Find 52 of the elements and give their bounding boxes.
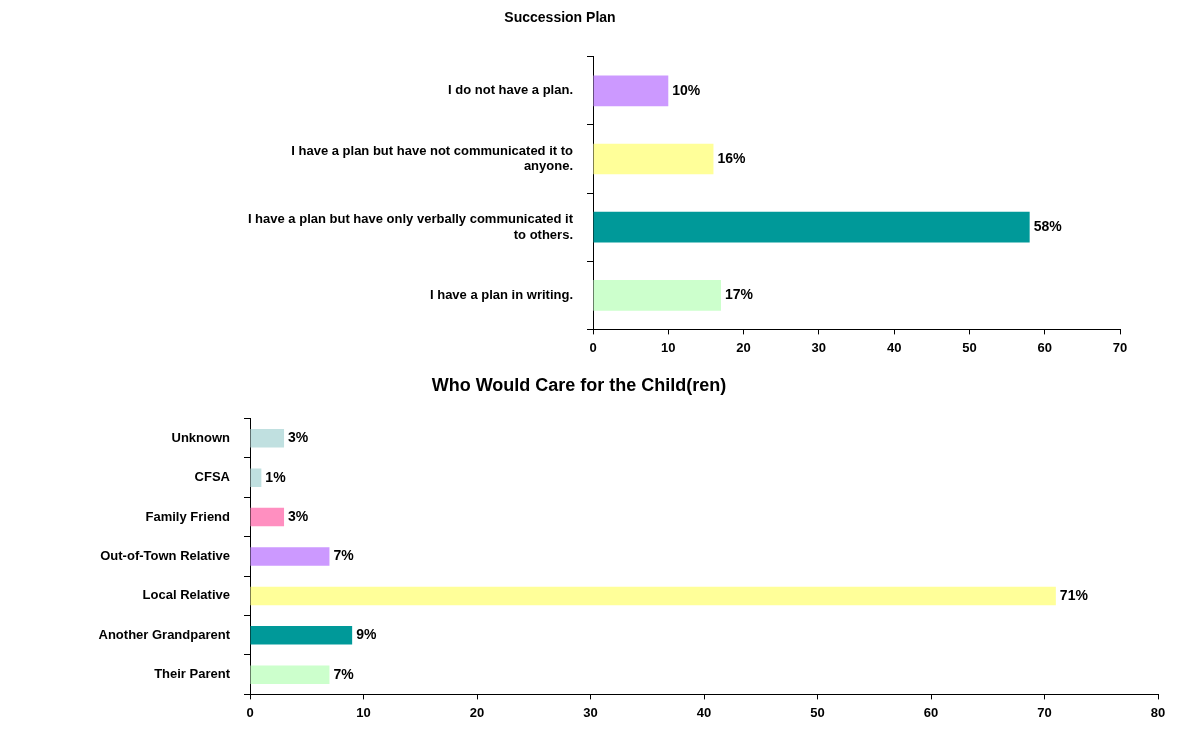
x-tick-label: 40 [696, 704, 712, 720]
data-label: 7% [333, 547, 355, 564]
bar [250, 586, 1056, 606]
x-tick-label: 40 [886, 339, 902, 355]
bar [593, 75, 669, 107]
x-tick-label: 30 [583, 704, 598, 720]
x-tick-label: 60 [923, 704, 939, 720]
y-tick-label: Family Friend [145, 508, 231, 524]
x-tick-label: 80 [1150, 704, 1166, 720]
y-tick-label: Local Relative [142, 587, 230, 603]
x-tick-label: 50 [810, 704, 825, 720]
chart-title: Who Would Care for the Child(ren) [431, 374, 727, 395]
x-tick-label: 0 [246, 704, 254, 720]
bar [593, 211, 1030, 243]
x-tick-label: 10 [356, 704, 371, 720]
data-label: 9% [356, 626, 377, 643]
x-tick-label: 70 [1037, 704, 1052, 720]
bar [250, 507, 285, 527]
data-label: 1% [265, 468, 287, 485]
data-label: 17% [724, 286, 754, 303]
x-tick-label: 10 [661, 339, 676, 355]
y-tick-label: I do not have a plan. [448, 82, 573, 98]
bar [250, 626, 353, 645]
y-tick-label: I have a plan in writing. [429, 286, 573, 302]
x-tick-label: 20 [469, 704, 485, 720]
x-tick-label: 70 [1112, 339, 1128, 355]
data-label: 10% [672, 81, 701, 98]
x-tick-label: 20 [736, 339, 751, 355]
bar [593, 279, 721, 311]
x-tick-label: 0 [589, 339, 597, 355]
bar [593, 143, 714, 175]
y-tick-label: Another Grandparent [98, 626, 231, 642]
bar [250, 547, 330, 566]
data-label: 71% [1059, 586, 1089, 603]
data-label: 7% [333, 665, 355, 682]
bar [250, 665, 330, 684]
x-tick-label: 60 [1037, 339, 1052, 355]
x-tick-label: 50 [962, 339, 977, 355]
data-label: 16% [717, 149, 747, 166]
bar [250, 468, 262, 487]
y-tick-label: Their Parent [154, 666, 231, 682]
y-tick-label: CFSA [194, 469, 231, 485]
y-tick-label: I have a plan but have not communicated it to anyone. [291, 142, 574, 174]
data-label: 3% [288, 429, 309, 446]
data-label: 58% [1033, 218, 1063, 235]
y-tick-label: Unknown [171, 429, 231, 445]
bar [250, 429, 285, 448]
y-tick-label: I have a plan but have only verbally communicated it to others. [247, 210, 574, 242]
x-tick-label: 30 [811, 339, 827, 355]
chart-title: Succession Plan [504, 9, 616, 26]
y-tick-label: Out-of-Town Relative [100, 548, 230, 564]
data-label: 3% [288, 507, 309, 524]
